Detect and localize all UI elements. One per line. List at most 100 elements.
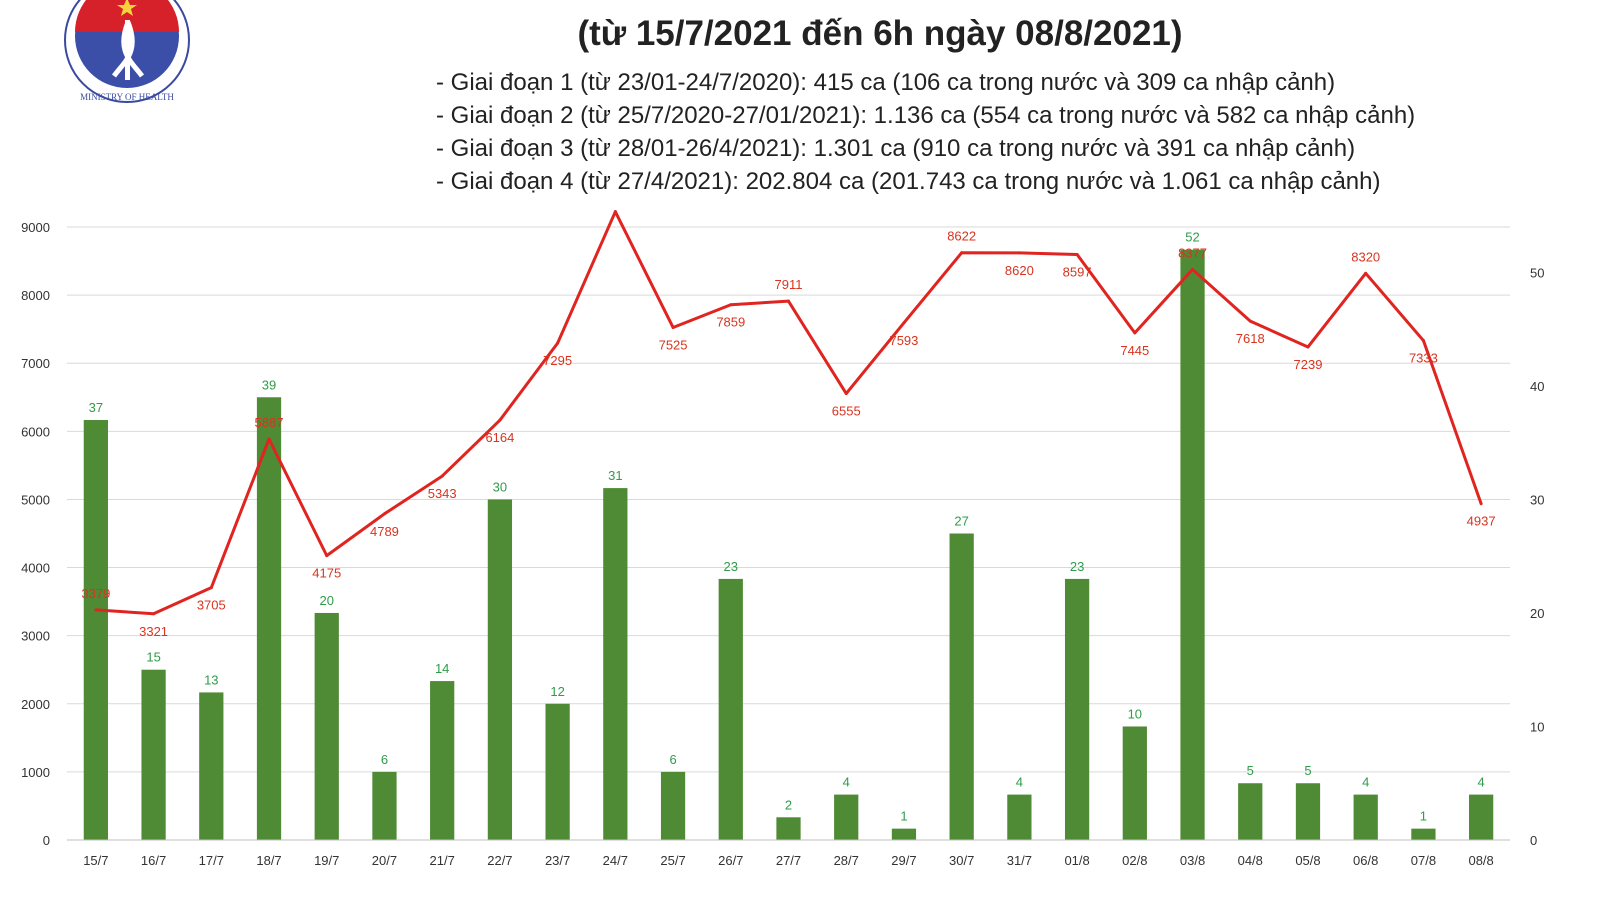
line-data-label: 7333 [1409, 351, 1438, 366]
x-tick-label: 15/7 [83, 853, 108, 868]
bar-data-label: 37 [89, 400, 103, 415]
line-point [1133, 331, 1137, 335]
y-right-tick-label: 20 [1530, 606, 1544, 621]
x-tick-label: 30/7 [949, 853, 974, 868]
bar [1353, 794, 1378, 840]
y-left-tick-label: 7000 [21, 356, 50, 371]
stage-item-3: - Giai đoạn 3 (từ 28/01-26/4/2021): 1.30… [436, 135, 1356, 162]
bar-data-label: 4 [1016, 775, 1023, 790]
line-point [1191, 267, 1195, 271]
line-point [267, 437, 271, 441]
bar-data-label: 1 [900, 809, 907, 824]
line-data-label: 7445 [1120, 343, 1149, 358]
line-point [1075, 252, 1079, 256]
bar-data-label: 5 [1247, 763, 1254, 778]
line-data-label: 4789 [370, 524, 399, 539]
line-point [671, 325, 675, 329]
line-point [1017, 251, 1021, 255]
x-tick-label: 04/8 [1238, 853, 1263, 868]
bar [545, 703, 570, 840]
line-data-label: 7593 [889, 333, 918, 348]
line-point [556, 341, 560, 345]
line-point [729, 303, 733, 307]
stage-list: - Giai đoạn 1 (từ 23/01-24/7/2020): 415 … [436, 66, 1415, 198]
bar [1180, 249, 1205, 840]
bar [1064, 578, 1090, 840]
y-left-tick-label: 8000 [21, 288, 50, 303]
x-tick-label: 08/8 [1468, 853, 1493, 868]
bar-data-label: 23 [724, 559, 738, 574]
bar-data-label: 23 [1070, 559, 1084, 574]
bar [430, 681, 455, 840]
x-tick-label: 21/7 [430, 853, 455, 868]
bar-data-label: 4 [1478, 775, 1485, 790]
x-tick-label: 01/8 [1064, 853, 1089, 868]
line-point [94, 608, 98, 612]
bar [660, 771, 686, 840]
line-data-label: 8320 [1351, 249, 1380, 264]
x-tick-label: 05/8 [1295, 853, 1320, 868]
bar-data-label: 20 [320, 593, 334, 608]
bar [199, 692, 224, 840]
line-data-label: 7911 [775, 277, 803, 292]
stage-item-2: - Giai đoạn 2 (từ 25/7/2020-27/01/2021):… [436, 102, 1416, 129]
line-point [613, 210, 617, 214]
y-left-tick-label: 0 [43, 833, 50, 848]
x-tick-label: 29/7 [891, 853, 916, 868]
bar [256, 397, 282, 840]
line-series [95, 210, 1483, 616]
line-data-label: 3705 [197, 598, 226, 613]
line-point [1479, 502, 1483, 506]
x-tick-label: 26/7 [718, 853, 743, 868]
bar [141, 669, 166, 840]
line-data-label: 8597 [1063, 264, 1092, 279]
bar-data-label: 52 [1185, 230, 1199, 245]
bar [1295, 783, 1321, 840]
line-point [325, 554, 329, 558]
line-data-label: 8622 [947, 229, 976, 244]
cases-chart: 0100020003000400050006000700080009000010… [21, 200, 1544, 868]
line-point [960, 251, 964, 255]
line-point [498, 418, 502, 422]
x-tick-label: 18/7 [256, 853, 281, 868]
bar-data-label: 15 [146, 650, 160, 665]
bar-data-label: 12 [550, 684, 564, 699]
bar [891, 828, 917, 840]
y-left-tick-label: 1000 [21, 765, 50, 780]
y-right-tick-label: 10 [1530, 719, 1544, 734]
y-right-tick-label: 50 [1530, 265, 1544, 280]
line-data-label: 4937 [1467, 514, 1496, 529]
x-tick-label: 23/7 [545, 853, 570, 868]
bar [1469, 794, 1494, 840]
x-tick-label: 17/7 [199, 853, 224, 868]
bar-data-label: 5 [1304, 763, 1311, 778]
y-left-tick-label: 9000 [21, 220, 50, 235]
line-data-label: 9225 [601, 200, 630, 203]
y-left-tick-label: 6000 [21, 424, 50, 439]
line-point [209, 586, 213, 590]
bar-data-label: 6 [381, 752, 388, 767]
bar [1122, 726, 1147, 840]
x-tick-label: 28/7 [834, 853, 859, 868]
bar-data-label: 14 [435, 661, 449, 676]
x-tick-label: 20/7 [372, 853, 397, 868]
y-left-tick-label: 3000 [21, 629, 50, 644]
x-tick-label: 16/7 [141, 853, 166, 868]
x-tick-label: 06/8 [1353, 853, 1378, 868]
y-right-tick-label: 40 [1530, 379, 1544, 394]
y-right-tick-label: 0 [1530, 833, 1537, 848]
x-tick-label: 31/7 [1007, 853, 1032, 868]
line-data-label: 6164 [485, 430, 514, 445]
line-data-label: 3321 [139, 624, 168, 639]
line-point [902, 321, 906, 325]
line-data-label: 7618 [1236, 331, 1265, 346]
x-tick-label: 25/7 [660, 853, 685, 868]
bar-data-label: 4 [843, 775, 850, 790]
x-tick-label: 19/7 [314, 853, 339, 868]
bar [83, 419, 108, 840]
y-left-tick-label: 2000 [21, 697, 50, 712]
stage-item-1: - Giai đoạn 1 (từ 23/01-24/7/2020): 415 … [436, 69, 1336, 96]
line-point [1248, 319, 1252, 323]
logo-text: MINISTRY OF HEALTH [80, 92, 174, 102]
bar [314, 612, 339, 840]
